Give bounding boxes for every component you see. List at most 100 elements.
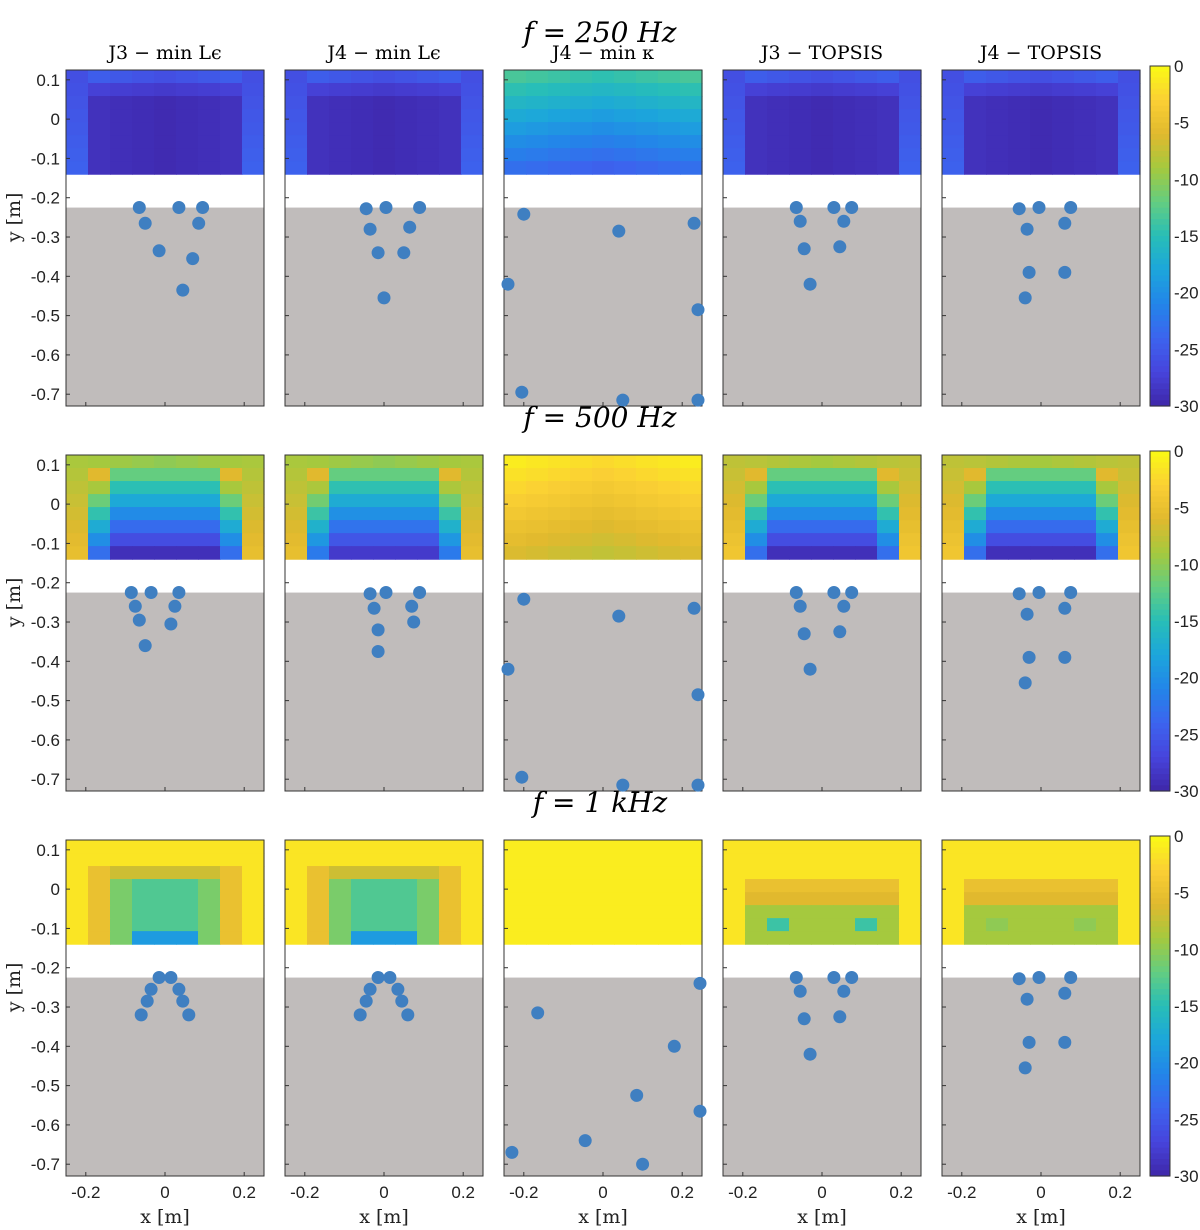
heatmap-cell bbox=[526, 918, 549, 932]
y-tick-label: -0.4 bbox=[31, 1037, 60, 1056]
heatmap-cell bbox=[526, 892, 549, 906]
heatmap-cell bbox=[66, 148, 89, 162]
heatmap-cell bbox=[1052, 96, 1075, 110]
heatmap-cell bbox=[964, 83, 987, 97]
heatmap-cell bbox=[767, 83, 790, 97]
heatmap-cell bbox=[417, 70, 440, 84]
source-marker bbox=[789, 201, 803, 214]
source-marker bbox=[138, 216, 152, 230]
heatmap-cell bbox=[1118, 468, 1141, 482]
heatmap-cell bbox=[592, 122, 615, 136]
heatmap-cell bbox=[110, 468, 133, 482]
heatmap-cell bbox=[745, 494, 768, 508]
heatmap-cell bbox=[329, 840, 352, 854]
heatmap-cell bbox=[1008, 931, 1031, 945]
heatmap-cell bbox=[417, 546, 440, 560]
source-marker bbox=[1012, 972, 1026, 986]
heatmap-cell bbox=[1118, 853, 1141, 867]
heatmap-cell bbox=[504, 892, 527, 906]
heatmap-cell bbox=[723, 135, 746, 149]
heatmap-cell bbox=[767, 520, 790, 534]
colorbar-segment bbox=[1150, 536, 1170, 543]
blank-band bbox=[66, 559, 264, 593]
source-marker bbox=[515, 770, 529, 784]
heatmap-cell bbox=[285, 148, 308, 162]
heatmap-cell bbox=[811, 468, 834, 482]
heatmap-cell bbox=[307, 83, 330, 97]
heatmap-cell bbox=[220, 866, 243, 880]
heatmap-cell bbox=[680, 546, 703, 560]
source-region bbox=[285, 592, 483, 791]
heatmap-cell bbox=[329, 866, 352, 880]
heatmap-cell bbox=[680, 840, 703, 854]
heatmap-cell bbox=[789, 83, 812, 97]
heatmap-cell bbox=[439, 879, 462, 893]
heatmap-cell bbox=[176, 879, 199, 893]
y-axis-label: y [m] bbox=[3, 578, 25, 629]
heatmap-cell bbox=[526, 135, 549, 149]
heatmap-cell bbox=[680, 96, 703, 110]
heatmap-cell bbox=[855, 853, 878, 867]
source-region bbox=[66, 977, 264, 1176]
blank-band bbox=[723, 174, 921, 208]
heatmap-cell bbox=[789, 70, 812, 84]
heatmap-cell bbox=[745, 122, 768, 136]
heatmap-cell bbox=[242, 83, 265, 97]
source-marker bbox=[833, 240, 847, 254]
source-marker bbox=[192, 216, 206, 230]
heatmap-cell bbox=[877, 507, 900, 521]
heatmap-cell bbox=[1074, 931, 1097, 945]
heatmap-cell bbox=[745, 853, 768, 867]
heatmap-cell bbox=[789, 866, 812, 880]
column-title: J4 − min κ bbox=[550, 42, 654, 64]
colorbar-segment bbox=[1150, 587, 1170, 594]
heatmap-cell bbox=[132, 840, 155, 854]
heatmap-cell bbox=[1074, 455, 1097, 469]
colorbar-tick-label: -30 bbox=[1174, 1167, 1199, 1186]
y-tick-label: -0.2 bbox=[31, 574, 60, 593]
heatmap-cell bbox=[942, 546, 965, 560]
colorbar-segment bbox=[1150, 1108, 1170, 1115]
heatmap-cell bbox=[1118, 840, 1141, 854]
colorbar-segment bbox=[1150, 462, 1170, 469]
heatmap-cell bbox=[110, 135, 133, 149]
colorbar-segment bbox=[1150, 128, 1170, 135]
heatmap-cell bbox=[66, 96, 89, 110]
heatmap-cell bbox=[877, 520, 900, 534]
heatmap-cell bbox=[877, 892, 900, 906]
heatmap-cell bbox=[132, 83, 155, 97]
heatmap-cell bbox=[1030, 892, 1053, 906]
colorbar-segment bbox=[1150, 604, 1170, 611]
heatmap-cell bbox=[1074, 109, 1097, 123]
y-tick-label: 0.1 bbox=[36, 841, 60, 860]
heatmap-cell bbox=[526, 161, 549, 175]
y-tick-label: -0.5 bbox=[31, 692, 60, 711]
x-tick-label: 0.2 bbox=[889, 1183, 913, 1202]
heatmap-cell bbox=[395, 840, 418, 854]
colorbar-segment bbox=[1150, 649, 1170, 656]
heatmap-cell bbox=[548, 494, 571, 508]
heatmap-cell bbox=[329, 879, 352, 893]
heatmap-cell bbox=[855, 520, 878, 534]
heatmap-cell bbox=[877, 109, 900, 123]
heatmap-cell bbox=[614, 866, 637, 880]
heatmap-cell bbox=[132, 866, 155, 880]
heatmap-cell bbox=[110, 83, 133, 97]
source-marker bbox=[363, 982, 377, 996]
heatmap-cell bbox=[745, 507, 768, 521]
heatmap-cell bbox=[789, 455, 812, 469]
heatmap-cell bbox=[942, 494, 965, 508]
heatmap-cell bbox=[636, 109, 659, 123]
source-marker bbox=[1018, 676, 1032, 690]
heatmap-cell bbox=[767, 931, 790, 945]
heatmap-cell bbox=[636, 520, 659, 534]
heatmap-cell bbox=[570, 892, 593, 906]
heatmap-cell bbox=[636, 161, 659, 175]
heatmap-cell bbox=[570, 96, 593, 110]
heatmap-cell bbox=[526, 455, 549, 469]
x-axis-label: x [m] bbox=[797, 1206, 847, 1228]
heatmap-cell bbox=[636, 148, 659, 162]
heatmap-cell bbox=[110, 161, 133, 175]
x-tick-label: 0.2 bbox=[1108, 1183, 1132, 1202]
